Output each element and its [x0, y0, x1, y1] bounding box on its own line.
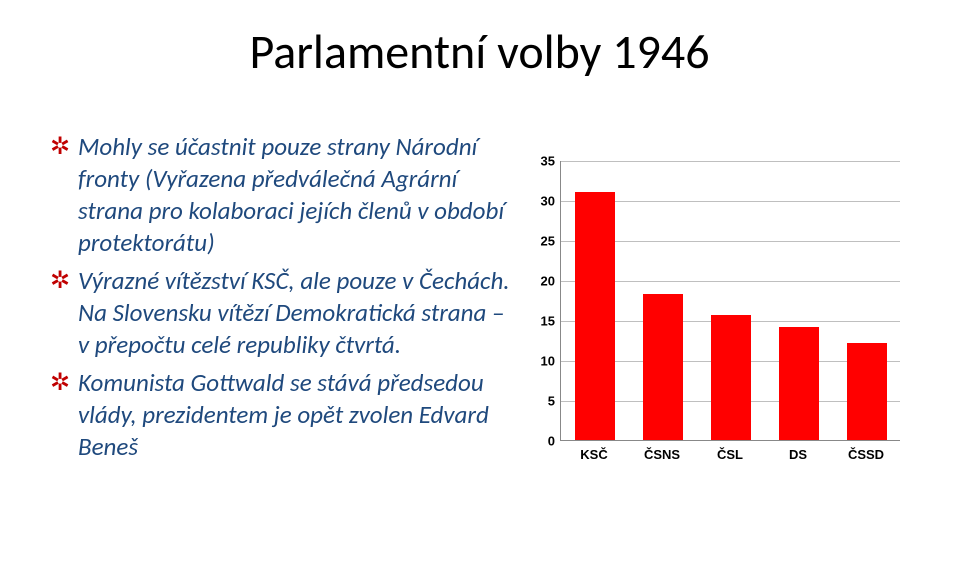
- bullet-marker-icon: ✲: [50, 265, 78, 297]
- y-axis-label: 20: [530, 274, 555, 289]
- list-item: ✲ Mohly se účastnit pouze strany Národní…: [50, 131, 520, 259]
- x-axis-label: KSČ: [580, 447, 607, 462]
- chart-bar: [847, 343, 887, 440]
- bar-chart: 05101520253035KSČČSNSČSLDSČSSD: [530, 161, 910, 481]
- list-item: ✲ Komunista Gottwald se stává předsedou …: [50, 367, 520, 463]
- bullet-text: Mohly se účastnit pouze strany Národní f…: [78, 131, 520, 259]
- y-axis-label: 5: [530, 394, 555, 409]
- chart-bar: [643, 294, 683, 440]
- y-axis-label: 10: [530, 354, 555, 369]
- bullet-text: Výrazné vítězství KSČ, ale pouze v Čechá…: [78, 265, 520, 361]
- y-axis-label: 15: [530, 314, 555, 329]
- chart-bar: [575, 192, 615, 440]
- plot-area: [560, 161, 900, 441]
- y-axis-label: 30: [530, 194, 555, 209]
- gridline: [561, 161, 900, 162]
- chart-container: 0 5 10 15 20 25 30 35 KSČ ČSNS ČSL DS ČSSD: [520, 101, 910, 481]
- x-axis-label: ČSL: [717, 447, 743, 462]
- y-axis-label: 0: [530, 434, 555, 449]
- x-axis-label: ČSSD: [848, 447, 884, 462]
- bullet-marker-icon: ✲: [50, 367, 78, 399]
- page-title: Parlamentní volby 1946: [0, 0, 959, 101]
- bullet-text: Komunista Gottwald se stává předsedou vl…: [78, 367, 520, 463]
- bullet-list: ✲ Mohly se účastnit pouze strany Národní…: [20, 101, 520, 481]
- y-axis-label: 25: [530, 234, 555, 249]
- x-axis-label: DS: [789, 447, 807, 462]
- x-axis-label: ČSNS: [644, 447, 680, 462]
- list-item: ✲ Výrazné vítězství KSČ, ale pouze v Čec…: [50, 265, 520, 361]
- content-row: ✲ Mohly se účastnit pouze strany Národní…: [0, 101, 959, 481]
- y-axis-label: 35: [530, 154, 555, 169]
- chart-bar: [779, 327, 819, 440]
- chart-bar: [711, 315, 751, 440]
- bullet-marker-icon: ✲: [50, 131, 78, 163]
